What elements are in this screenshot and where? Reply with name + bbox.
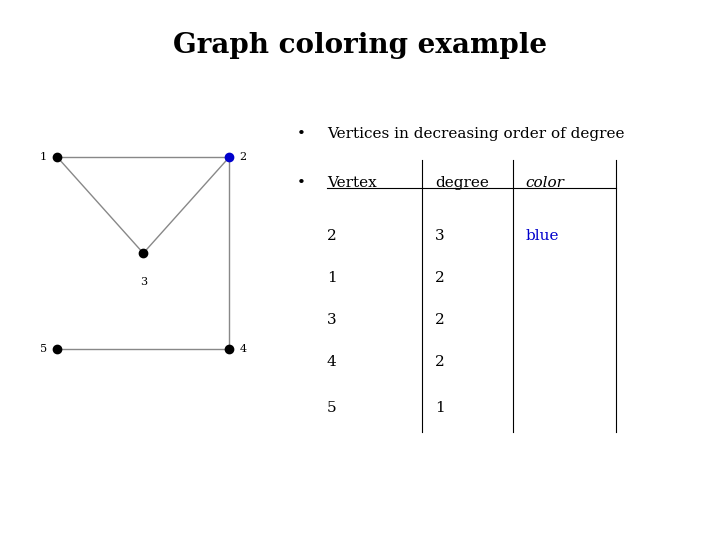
Text: 5: 5 xyxy=(327,401,336,415)
Text: 3: 3 xyxy=(327,313,336,327)
Text: 1: 1 xyxy=(435,401,445,415)
Text: 5: 5 xyxy=(40,344,48,354)
Text: 1: 1 xyxy=(40,152,48,162)
Text: Vertices in decreasing order of degree: Vertices in decreasing order of degree xyxy=(327,127,624,141)
Text: Graph coloring example: Graph coloring example xyxy=(173,32,547,59)
Text: 4: 4 xyxy=(327,355,337,369)
Text: 2: 2 xyxy=(435,355,445,369)
Text: 2: 2 xyxy=(240,152,246,162)
Text: 4: 4 xyxy=(240,344,246,354)
Text: 2: 2 xyxy=(435,271,445,285)
Text: 3: 3 xyxy=(140,277,147,287)
Text: 2: 2 xyxy=(435,313,445,327)
Text: 1: 1 xyxy=(327,271,337,285)
Text: degree: degree xyxy=(435,176,489,190)
Text: Vertex: Vertex xyxy=(327,176,377,190)
Text: color: color xyxy=(526,176,564,190)
Text: 2: 2 xyxy=(327,228,337,242)
Text: blue: blue xyxy=(526,228,559,242)
Text: 3: 3 xyxy=(435,228,444,242)
Text: •: • xyxy=(297,176,305,190)
Text: •: • xyxy=(297,127,305,141)
